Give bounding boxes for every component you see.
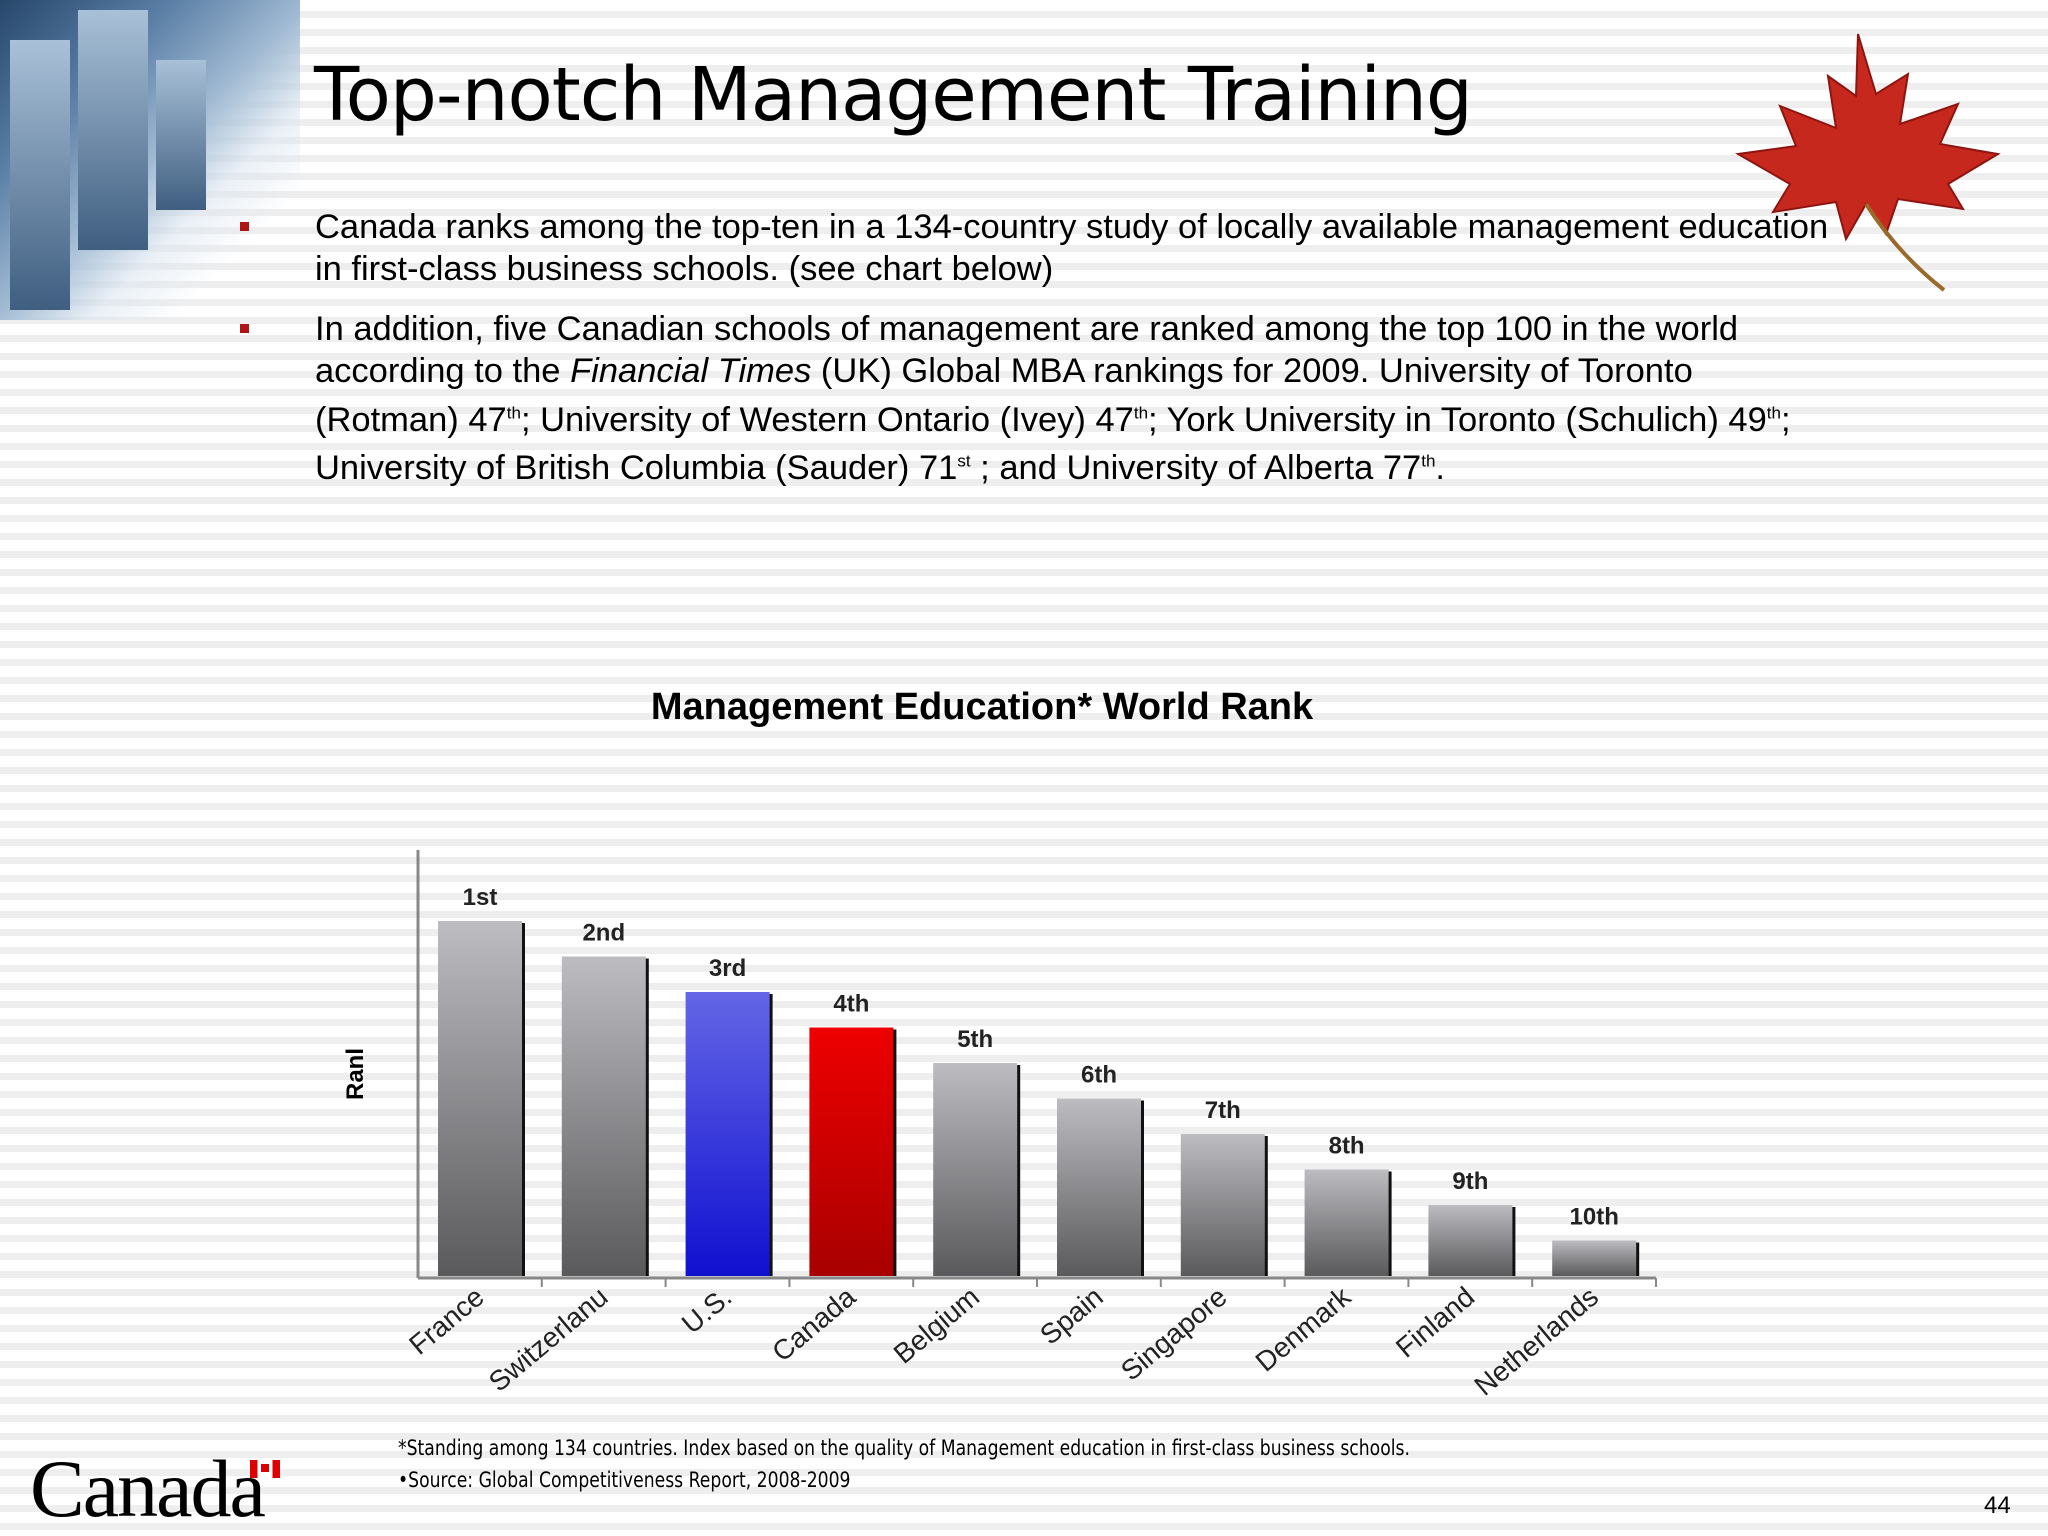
bar-denmark — [1304, 1169, 1389, 1276]
bullet-text: Canada ranks among the top-ten in a 134-… — [315, 208, 1829, 288]
data-label: 4th — [833, 991, 869, 1018]
canada-wordmark-logo: Canada — [30, 1443, 266, 1534]
bar-belgium — [933, 1063, 1018, 1276]
page-title: Top-notch Management Training — [314, 52, 1473, 138]
bar-netherlands — [1552, 1240, 1637, 1276]
maple-leaf-icon — [1734, 33, 2001, 292]
footnote-note: *Standing among 134 countries. Index bas… — [398, 1436, 1410, 1460]
data-label: 2nd — [582, 920, 625, 947]
bullet-list: Canada ranks among the top-ten in a 134-… — [240, 206, 1840, 507]
x-tick-label: Spain — [1034, 1281, 1109, 1351]
data-label: 6th — [1081, 1062, 1117, 1089]
bar-france — [438, 921, 522, 1276]
bar-us — [685, 992, 770, 1276]
x-tick-label: Switzerlanu — [483, 1281, 614, 1398]
bar-canada — [809, 1027, 894, 1276]
bar-finland — [1428, 1205, 1513, 1276]
x-tick-label: Finland — [1390, 1281, 1480, 1364]
bar-switzerland — [561, 956, 646, 1276]
page-number: 44 — [1984, 1492, 2011, 1519]
corner-building-photo — [0, 0, 300, 320]
bullet-item: In addition, five Canadian schools of ma… — [240, 308, 1840, 489]
bullet-marker — [240, 222, 249, 231]
bullet-marker — [240, 324, 249, 333]
canada-flag-icon — [250, 1460, 280, 1478]
chart-title: Management Education* World Rank — [650, 686, 1314, 728]
bullet-text: In addition, five Canadian schools of ma… — [315, 310, 1791, 487]
x-tick-label: U.S. — [676, 1281, 738, 1340]
data-label: 1st — [463, 884, 498, 911]
data-label: 9th — [1452, 1168, 1488, 1195]
bar-spain — [1057, 1098, 1141, 1276]
data-label: 3rd — [709, 955, 746, 982]
x-tick-label: Belgium — [888, 1281, 985, 1370]
x-tick-label: Canada — [766, 1281, 861, 1368]
data-label: 8th — [1329, 1133, 1365, 1160]
data-label: 7th — [1205, 1097, 1241, 1124]
chart-footnote: *Standing among 134 countries. Index bas… — [398, 1432, 1410, 1496]
bar-singapore — [1180, 1134, 1265, 1276]
x-tick-label: France — [403, 1281, 490, 1361]
x-tick-label: Netherlands — [1468, 1281, 1604, 1402]
bullet-item: Canada ranks among the top-ten in a 134-… — [240, 206, 1840, 290]
x-tick-label: Singapore — [1115, 1281, 1233, 1387]
data-label: 10th — [1570, 1204, 1619, 1231]
data-label: 5th — [957, 1026, 993, 1053]
x-tick-label: Denmark — [1250, 1280, 1358, 1377]
footnote-source: •Source: Global Competitiveness Report, … — [398, 1468, 851, 1492]
